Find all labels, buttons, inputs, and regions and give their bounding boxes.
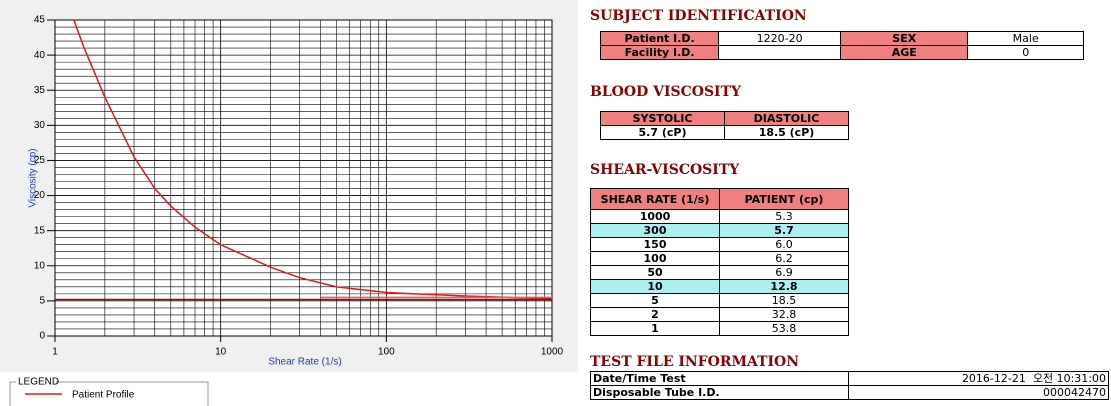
table-cell: 5.7 (719, 223, 849, 238)
x-tick-label: 100 (378, 347, 395, 358)
y-tick-label: 35 (34, 85, 46, 96)
table-cell: 1 (590, 321, 720, 336)
table-row: 10 12.8 (590, 279, 849, 294)
legend-title-bg (16, 376, 56, 388)
table-cell: 6.9 (719, 265, 849, 280)
table-cell: Patient I.D. (599, 31, 720, 46)
table-cell: Date/Time Test (589, 371, 850, 386)
table-row: 100 6.2 (590, 251, 849, 266)
x-tick-label: 1000 (541, 347, 564, 358)
table-cell: 12.8 (719, 279, 849, 294)
x-tick-label: 10 (215, 347, 227, 358)
table-cell: 10 (590, 279, 720, 294)
y-tick-label: 45 (34, 15, 46, 26)
y-tick-label: 10 (34, 260, 46, 271)
y-tick-label: 25 (34, 155, 46, 166)
series-line (73, 19, 553, 300)
table-cell: 000042470 (848, 385, 1109, 400)
table-cell: 0 (967, 45, 1084, 60)
table-cell: 6.2 (719, 251, 849, 266)
table-cell: 53.8 (719, 321, 849, 336)
table-cell: 5.3 (719, 209, 849, 224)
table-cell: 6.0 (719, 237, 849, 252)
test-file-table: Date/Time Test 2016-12-21 오전 10:31:00 Disp… (589, 371, 1109, 400)
table-cell: Male (967, 31, 1084, 46)
legend-box (9, 381, 209, 406)
y-tick-label: 5 (39, 296, 45, 307)
x-axis-title: Shear Rate (1/s) (268, 357, 341, 368)
table-cell: 2016-12-21 오전 10:31:00 (848, 371, 1109, 386)
section-title: SUBJECT IDENTIFICATION (590, 8, 807, 24)
table-cell: 150 (590, 237, 720, 252)
table-cell: 1220-20 (718, 31, 842, 46)
table-cell: SHEAR RATE (1/s) (590, 188, 720, 210)
table-cell: 5 (590, 293, 720, 308)
table-cell: 50 (590, 265, 720, 280)
legend-label: Patient Profile (72, 390, 135, 401)
table-cell: 2 (590, 307, 720, 322)
chart: Shear Rate (1/s) Viscosity (cp) LEGEND 0… (0, 0, 578, 406)
subject-table: Patient I.D. 1220-20 SEX Male Facility I.D. A… (599, 31, 1084, 60)
table-cell: PATIENT (cp) (719, 188, 849, 210)
table-cell: 18.5 (719, 293, 849, 308)
table-cell: AGE (840, 45, 969, 60)
y-tick-label: 20 (34, 190, 46, 201)
table-row: 150 6.0 (590, 237, 849, 252)
table-cell: Facility I.D. (599, 45, 720, 60)
table-row: Disposable Tube I.D. 000042470 (589, 385, 1109, 400)
table-row: 1000 5.3 (590, 209, 849, 224)
table-cell (718, 45, 842, 60)
table-row: 50 6.9 (590, 265, 849, 280)
y-tick-label: 0 (39, 331, 45, 342)
table-row: 5.7 (cP) 18.5 (cP) (600, 125, 849, 140)
y-axis-title: Viscosity (cp) (28, 148, 39, 207)
table-cell: 32.8 (719, 307, 849, 322)
table-cell: 100 (590, 251, 720, 266)
table-cell: 300 (590, 223, 720, 238)
y-tick-label: 15 (34, 225, 46, 236)
section-title: TEST FILE INFORMATION (590, 354, 800, 370)
plot-area (54, 19, 553, 337)
x-tick-label: 1 (52, 347, 58, 358)
table-row: Date/Time Test 2016-12-21 오전 10:31:00 (589, 371, 1109, 386)
table-cell: SEX (840, 31, 969, 46)
table-cell: 18.5 (cP) (724, 125, 849, 140)
table-row: 5 18.5 (590, 293, 849, 308)
blood-viscosity-table: SYSTOLIC DIASTOLIC 5.7 (cP) 18.5 (cP) (600, 111, 849, 140)
table-row: 2 32.8 (590, 307, 849, 322)
table-row: Patient I.D. 1220-20 SEX Male (599, 31, 1084, 46)
y-tick-label: 40 (34, 50, 46, 61)
table-cell: 1000 (590, 209, 720, 224)
table-cell: Disposable Tube I.D. (589, 385, 850, 400)
section-title: SHEAR-VISCOSITY (590, 162, 740, 178)
table-row: 1 53.8 (590, 321, 849, 336)
shear-viscosity-table: SHEAR RATE (1/s) PATIENT (cp) 1000 5.3 300 5.… (590, 188, 849, 336)
table-row: 300 5.7 (590, 223, 849, 238)
table-row: Facility I.D. AGE 0 (599, 45, 1084, 60)
y-tick-label: 30 (34, 120, 46, 131)
table-cell: 5.7 (cP) (600, 125, 725, 140)
table-header: SHEAR RATE (1/s) PATIENT (cp) (590, 188, 849, 210)
section-title: BLOOD VISCOSITY (590, 84, 742, 100)
table-header: SYSTOLIC DIASTOLIC (600, 111, 849, 126)
legend-title: LEGEND (18, 377, 59, 388)
table-cell: DIASTOLIC (724, 111, 849, 126)
table-cell: SYSTOLIC (600, 111, 725, 126)
